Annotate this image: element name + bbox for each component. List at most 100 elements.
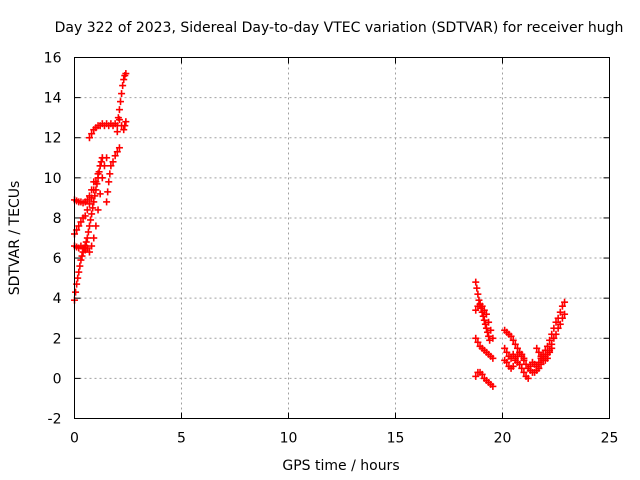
data-point	[83, 234, 91, 242]
y-tick-label: 4	[53, 291, 62, 307]
data-point	[535, 364, 543, 372]
data-point	[122, 70, 130, 78]
data-point	[537, 360, 545, 368]
data-point	[85, 200, 93, 208]
data-point	[507, 332, 515, 340]
data-point	[535, 348, 543, 356]
data-point	[548, 344, 556, 352]
data-point	[552, 330, 560, 338]
data-point	[94, 206, 102, 214]
y-tick-label: 0	[53, 371, 62, 387]
data-point	[533, 344, 541, 352]
data-point	[96, 190, 104, 198]
data-point	[120, 76, 128, 84]
data-point	[472, 334, 480, 342]
data-point	[104, 188, 112, 196]
data-point	[83, 196, 91, 204]
data-point	[109, 158, 117, 166]
data-point	[473, 284, 481, 292]
data-point	[105, 178, 113, 186]
data-point	[90, 178, 98, 186]
data-point	[115, 106, 123, 114]
data-point	[82, 238, 90, 246]
y-axis-tick-labels: -2 0 2 4 6 8 10 12 14 16	[44, 51, 62, 428]
data-point	[94, 170, 102, 178]
data-point	[120, 126, 128, 134]
x-tick-label: 0	[70, 431, 79, 447]
data-point	[501, 344, 509, 352]
data-points	[71, 70, 569, 390]
data-point	[118, 90, 126, 98]
data-point	[85, 134, 93, 142]
data-point	[90, 234, 98, 242]
data-point	[88, 186, 96, 194]
data-point	[520, 354, 528, 362]
data-point	[503, 358, 511, 366]
data-point	[558, 302, 566, 310]
data-point	[77, 218, 85, 226]
data-point	[472, 306, 480, 314]
data-point	[518, 350, 526, 358]
data-point	[98, 174, 106, 182]
data-point	[100, 162, 108, 170]
data-point	[511, 340, 519, 348]
data-point	[524, 374, 532, 382]
data-point	[518, 364, 526, 372]
data-point	[76, 262, 84, 270]
data-point	[106, 170, 114, 178]
data-point	[503, 348, 511, 356]
data-point	[117, 98, 125, 106]
x-tick-label: 20	[494, 431, 512, 447]
x-axis-label: GPS time / hours	[282, 458, 399, 474]
data-point	[511, 356, 519, 364]
chart-title: Day 322 of 2023, Sidereal Day-to-day VTE…	[55, 20, 624, 36]
data-point	[513, 352, 521, 360]
data-point	[478, 302, 486, 310]
data-point	[72, 288, 80, 296]
data-point	[115, 116, 123, 124]
data-point	[77, 256, 85, 264]
data-point	[88, 210, 96, 218]
data-point	[487, 326, 495, 334]
data-point	[85, 222, 93, 230]
data-point	[482, 324, 490, 332]
data-point	[74, 274, 82, 282]
data-point	[513, 344, 521, 352]
y-tick-label: 6	[53, 251, 62, 267]
data-point	[121, 122, 129, 130]
data-point	[115, 144, 123, 152]
plot-frame	[74, 57, 610, 419]
x-tick-label: 5	[177, 431, 186, 447]
y-tick-label: -2	[48, 412, 62, 428]
data-point	[474, 290, 482, 298]
y-tick-label: 14	[44, 91, 62, 107]
data-point	[526, 362, 534, 370]
data-point	[522, 360, 530, 368]
data-point	[88, 242, 96, 250]
y-tick-label: 16	[44, 51, 62, 67]
data-point	[489, 382, 497, 390]
data-point	[552, 318, 560, 326]
x-tick-label: 10	[280, 431, 298, 447]
data-point	[83, 206, 91, 214]
data-point	[87, 216, 95, 224]
data-point	[97, 158, 105, 166]
data-point	[480, 316, 488, 324]
data-point	[89, 204, 97, 212]
data-point	[78, 252, 86, 260]
data-point	[561, 310, 569, 318]
data-point	[84, 228, 92, 236]
data-point	[103, 154, 111, 162]
data-point	[516, 360, 524, 368]
data-point	[472, 372, 480, 380]
data-point	[543, 342, 551, 350]
data-point	[485, 332, 493, 340]
data-point	[556, 308, 564, 316]
data-point	[85, 192, 93, 200]
data-point	[554, 324, 562, 332]
x-tick-label: 25	[601, 431, 619, 447]
data-point	[485, 318, 493, 326]
data-point	[88, 130, 96, 138]
y-axis-label: SDTVAR / TECUs	[7, 181, 23, 296]
data-point	[92, 222, 100, 230]
